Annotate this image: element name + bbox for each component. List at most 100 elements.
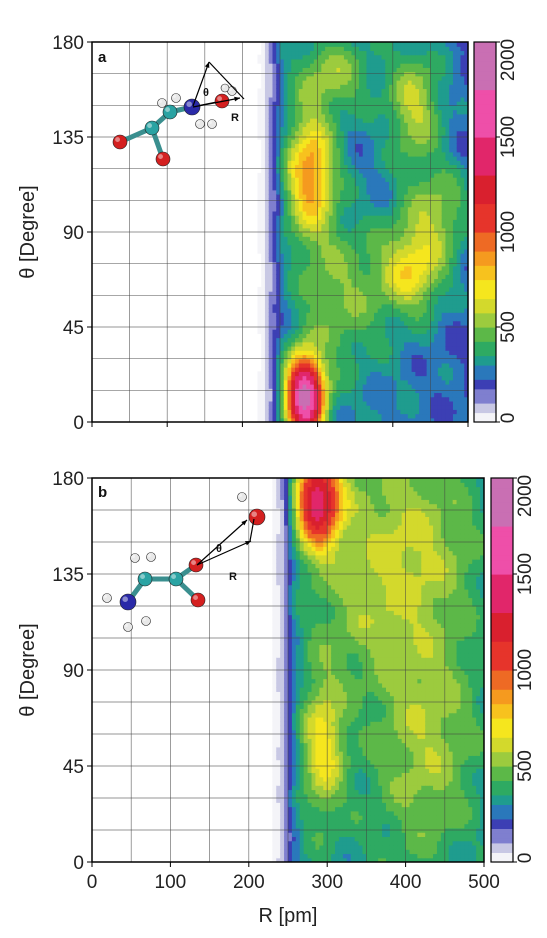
heatmap-cell <box>328 118 334 123</box>
heatmap-cell <box>298 265 304 271</box>
heatmap-cell <box>430 67 435 73</box>
heatmap-cell <box>347 265 353 271</box>
heatmap-cell <box>407 417 413 422</box>
heatmap-cell <box>306 358 311 364</box>
heatmap-cell <box>347 350 353 356</box>
heatmap-cell <box>426 194 431 199</box>
heatmap-cell <box>404 63 409 68</box>
heatmap-cell <box>374 413 379 419</box>
heatmap-cell <box>347 194 353 199</box>
heatmap-cell <box>366 151 371 157</box>
heatmap-cell <box>441 232 447 237</box>
heatmap-cell <box>268 46 274 52</box>
heatmap-cell <box>415 101 420 106</box>
heatmap-cell <box>310 295 315 301</box>
heatmap-cell <box>280 164 285 170</box>
heatmap-cell <box>283 400 289 406</box>
heatmap-cell <box>355 113 360 119</box>
heatmap-cell <box>464 122 468 128</box>
heatmap-cell <box>355 194 360 199</box>
heatmap-cell <box>336 177 341 182</box>
heatmap-cell <box>317 96 322 102</box>
heatmap-cell <box>272 101 277 106</box>
heatmap-cell <box>302 236 307 242</box>
heatmap-cell <box>404 210 409 216</box>
heatmap-cell <box>381 156 386 161</box>
heatmap-cell <box>287 84 292 90</box>
heatmap-cell <box>321 274 326 280</box>
heatmap-cell <box>347 375 353 381</box>
heatmap-cell <box>452 312 458 318</box>
heatmap-cell <box>407 54 413 60</box>
heatmap-cell <box>362 151 368 157</box>
heatmap-cell <box>332 215 337 220</box>
heatmap-cell <box>283 375 289 381</box>
heatmap-cell <box>264 362 270 368</box>
heatmap-cell <box>310 371 315 377</box>
heatmap-cell <box>355 139 360 144</box>
heatmap-cell <box>437 236 443 242</box>
heatmap-cell <box>355 308 360 313</box>
heatmap-cell <box>351 413 356 419</box>
heatmap-cell <box>460 156 465 161</box>
heatmap-cell <box>358 113 364 119</box>
heatmap-cell <box>347 232 353 237</box>
heatmap-cell <box>460 346 465 351</box>
heatmap-cell <box>374 202 379 208</box>
heatmap-cell <box>422 240 428 246</box>
heatmap-cell <box>321 118 326 123</box>
heatmap-cell <box>366 384 371 389</box>
heatmap-cell <box>430 194 435 199</box>
heatmap-cell <box>351 278 356 284</box>
heatmap-cell <box>460 147 465 153</box>
heatmap-cell <box>437 409 443 415</box>
heatmap-cell <box>310 405 315 410</box>
heatmap-cell <box>419 139 424 144</box>
heatmap-cell <box>452 333 458 339</box>
heatmap-cell <box>434 295 439 301</box>
heatmap-cell <box>389 236 394 242</box>
heatmap-cell <box>366 109 371 115</box>
heatmap-cell <box>370 278 375 284</box>
heatmap-cell <box>306 122 311 128</box>
heatmap-cell <box>283 96 289 102</box>
heatmap-cell <box>313 223 319 229</box>
heatmap-cell <box>407 303 413 309</box>
heatmap-cell <box>411 371 416 377</box>
heatmap-cell <box>336 147 341 153</box>
heatmap-cell <box>377 156 383 161</box>
heatmap-cell <box>313 80 319 85</box>
heatmap-cell <box>377 202 383 208</box>
heatmap-cell <box>283 46 289 52</box>
heatmap-cell <box>460 206 465 212</box>
heatmap-cell <box>287 147 292 153</box>
heatmap-cell <box>370 316 375 322</box>
heatmap-cell <box>355 295 360 301</box>
heatmap-cell <box>422 105 428 111</box>
heatmap-cell <box>261 409 266 415</box>
heatmap-cell <box>332 299 337 305</box>
heatmap-cell <box>302 308 307 313</box>
heatmap-cell <box>268 139 274 144</box>
heatmap-cell <box>287 215 292 220</box>
heatmap-cell <box>325 122 330 128</box>
heatmap-cell <box>415 168 420 174</box>
heatmap-cell <box>355 341 360 347</box>
heatmap-cell <box>276 227 281 233</box>
heatmap-cell <box>257 223 262 229</box>
heatmap-cell <box>460 295 465 301</box>
heatmap-cell <box>430 333 435 339</box>
heatmap-cell <box>381 58 386 64</box>
heatmap-cell <box>298 189 304 195</box>
heatmap-cell <box>362 181 368 187</box>
heatmap-cell <box>430 346 435 351</box>
heatmap-cell <box>287 202 292 208</box>
heatmap-cell <box>355 409 360 415</box>
heatmap-cell <box>302 92 307 98</box>
heatmap-cell <box>355 371 360 377</box>
heatmap-cell <box>385 215 390 220</box>
heatmap-cell <box>437 346 443 351</box>
heatmap-cell <box>261 92 266 98</box>
heatmap-cell <box>374 232 379 237</box>
heatmap-cell <box>321 206 326 212</box>
